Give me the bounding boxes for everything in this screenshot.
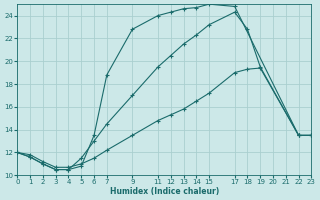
- X-axis label: Humidex (Indice chaleur): Humidex (Indice chaleur): [110, 187, 219, 196]
